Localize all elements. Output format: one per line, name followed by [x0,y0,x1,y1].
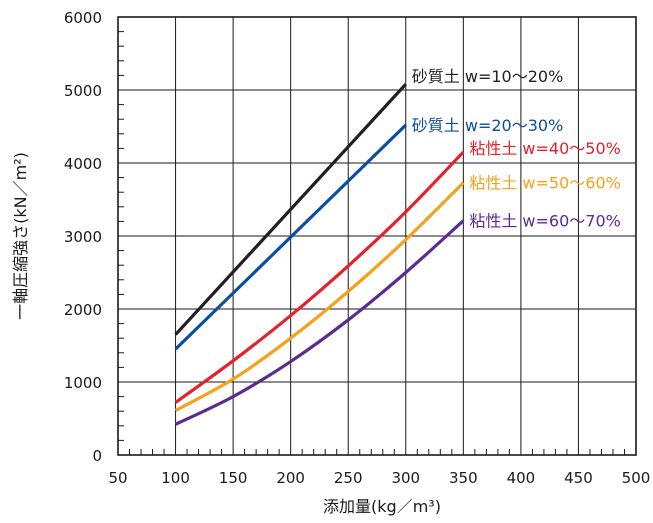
x-tick-label: 350 [449,469,478,487]
y-tick-label: 6000 [64,9,102,27]
x-tick-labels: 50 100 150 200 250 300 350 400 450 500 [108,469,650,487]
x-tick-label: 450 [564,469,593,487]
series-line-3 [174,150,465,404]
x-tick-label: 100 [161,469,190,487]
series-label-5: 粘性土 w=60～70% [469,212,621,231]
series-label-1: 砂質土 w=10～20% [412,67,564,86]
series-labels: 砂質土 w=10～20% 砂質土 w=20～30% 粘性土 w=40～50% 粘性土 … [412,67,621,231]
minor-ticks [118,31,625,455]
x-axis-title: 添加量(kg／m³) [323,497,441,516]
y-tick-label: 4000 [64,155,102,173]
y-tick-label: 1000 [64,374,102,392]
grid [118,17,636,455]
x-tick-label: 200 [276,469,305,487]
x-tick-label: 400 [507,469,536,487]
x-tick-label: 50 [108,469,127,487]
x-tick-label: 250 [334,469,363,487]
series-line-1 [174,83,407,336]
x-tick-label: 150 [219,469,248,487]
y-tick-label: 3000 [64,228,102,246]
plot-frame [117,16,637,456]
series-label-4: 粘性土 w=50～60% [469,174,621,193]
y-axis-title: 一軸圧縮強さ(kN／m²) [11,152,30,320]
series-line-4 [174,181,465,412]
y-tick-label: 5000 [64,82,102,100]
series-label-3: 粘性土 w=40～50% [469,139,621,158]
series-label-2: 砂質土 w=20～30% [412,116,564,135]
y-tick-labels: 0 1000 2000 3000 4000 5000 6000 [64,9,102,465]
y-tick-label: 2000 [64,301,102,319]
series-line-2 [174,123,407,351]
series-lines [174,83,465,426]
series-line-5 [174,219,465,426]
y-tick-label: 0 [92,447,102,465]
x-tick-label: 500 [622,469,651,487]
x-tick-label: 300 [391,469,420,487]
